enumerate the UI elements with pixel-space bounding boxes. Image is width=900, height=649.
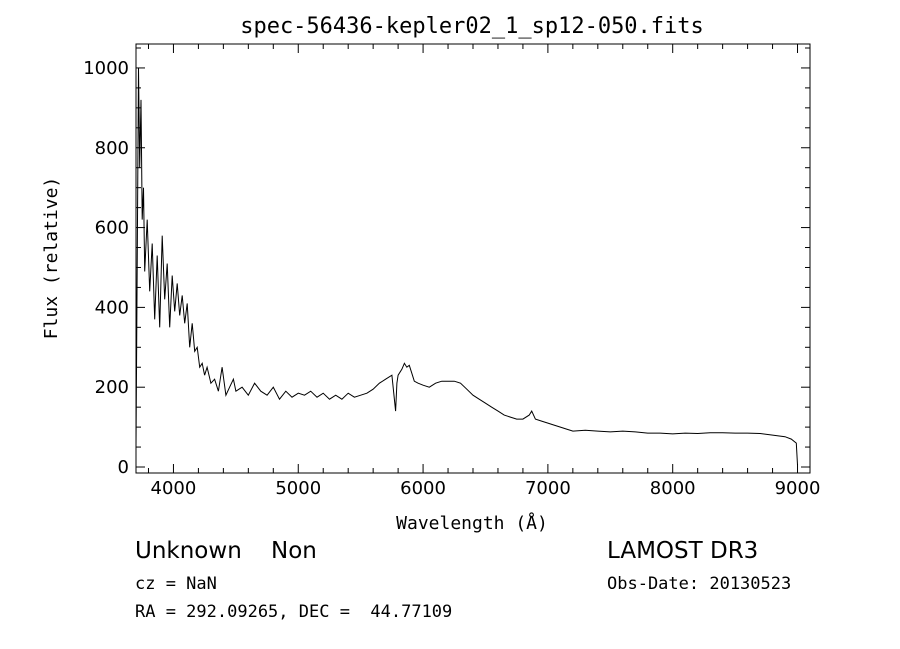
y-tick-label: 600 — [95, 218, 129, 239]
chart-title: spec-56436-kepler02_1_sp12-050.fits — [240, 14, 704, 39]
object-class-label: Unknown Non — [135, 538, 317, 564]
x-tick-label: 7000 — [525, 478, 571, 499]
plot-frame — [135, 43, 811, 474]
axis-tick-labels: 4000 5000 6000 7000 8000 9000 0 200 400 600 800 100… — [83, 58, 820, 499]
x-axis-label: Wavelength (Å) — [396, 512, 548, 534]
y-tick-label: 400 — [95, 297, 129, 318]
axis-ticks — [136, 44, 810, 473]
x-tick-label: 6000 — [400, 478, 446, 499]
spectrum-line — [135, 67, 798, 466]
redshift-label: cz = NaN — [135, 574, 217, 594]
x-tick-label: 8000 — [650, 478, 696, 499]
x-tick-label: 9000 — [775, 478, 821, 499]
y-tick-label: 800 — [95, 138, 129, 159]
survey-label: LAMOST DR3 — [607, 538, 759, 564]
y-tick-label: 0 — [118, 457, 129, 478]
obs-date-label: Obs-Date: 20130523 — [607, 574, 792, 594]
coordinates-label: RA = 292.09265, DEC = 44.77109 — [135, 602, 453, 622]
y-tick-label: 1000 — [83, 58, 129, 79]
x-tick-label: 4000 — [151, 478, 197, 499]
y-axis-label: Flux (relative) — [41, 177, 62, 340]
y-tick-label: 200 — [95, 377, 129, 398]
x-tick-label: 5000 — [275, 478, 321, 499]
